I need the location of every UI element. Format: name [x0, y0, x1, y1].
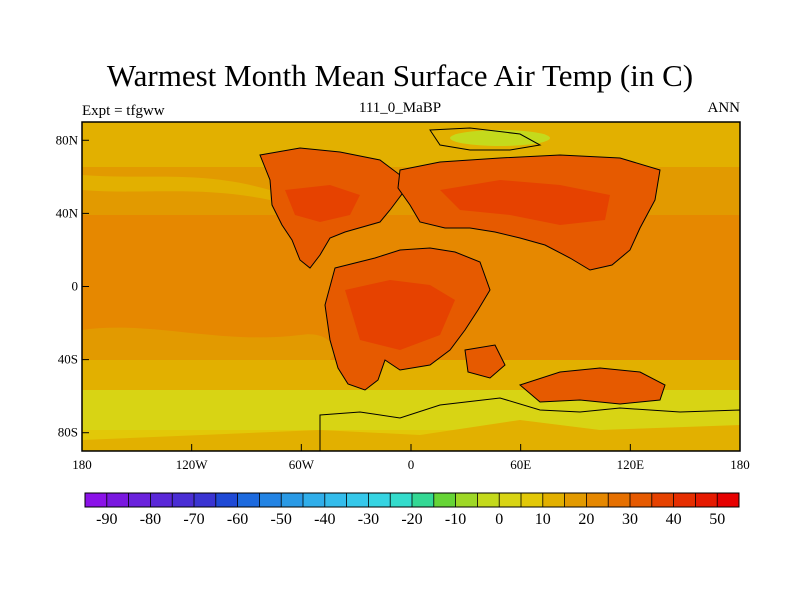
colorbar-label: 30	[622, 511, 638, 528]
colorbar-swatch	[477, 493, 500, 507]
band-north-subpolar	[82, 122, 740, 167]
colorbar-swatch	[128, 493, 151, 507]
colorbar-swatch	[521, 493, 544, 507]
colorbar-swatch	[85, 493, 108, 507]
colorbar-swatch	[150, 493, 173, 507]
lat-tick-label: 40S	[58, 352, 78, 367]
lon-tick-label: 0	[408, 457, 415, 472]
colorbar-swatch	[412, 493, 435, 507]
landmass-arctic-north	[429, 127, 542, 151]
colorbar-swatch	[673, 493, 696, 507]
colorbar-label: 10	[535, 511, 551, 528]
colorbar-label: -40	[314, 511, 335, 528]
colorbar-swatch	[564, 493, 587, 507]
lat-tick-label: 80N	[56, 132, 79, 147]
colorbar-swatch	[324, 493, 347, 507]
lon-tick-label: 120E	[617, 457, 645, 472]
colorbar-swatch	[194, 493, 217, 507]
ocean-region-south-yellow	[82, 395, 330, 430]
colorbar-label: -10	[445, 511, 466, 528]
colorbar-swatch	[237, 493, 260, 507]
colorbar-label: 20	[578, 511, 594, 528]
colorbar-swatch	[259, 493, 282, 507]
experiment-label: Expt = tfgww	[82, 103, 165, 119]
ocean-region-pacific-south	[82, 327, 334, 360]
lat-tick-label: 80S	[58, 425, 78, 440]
colorbar-label: 50	[709, 511, 725, 528]
landmass-southern-east	[518, 367, 666, 405]
colorbar: -90 -80 -70 -60 -50 -40 -30 -20 -10 0 10 20 30 40 50	[84, 492, 740, 528]
hotspot-eurasia	[440, 180, 610, 225]
colorbar-swatch	[172, 493, 195, 507]
antarctic-coast	[82, 420, 740, 451]
colorbar-swatch	[106, 493, 129, 507]
colorbar-swatch	[630, 493, 653, 507]
colorbar-label: 40	[666, 511, 682, 528]
map-plot-area	[82, 122, 740, 451]
lon-tick-label: 120W	[176, 457, 209, 472]
colorbar-swatch	[455, 493, 478, 507]
ocean-region-north-pale	[82, 175, 270, 200]
colorbar-label: -30	[358, 511, 379, 528]
hotspot-north-america	[285, 185, 360, 222]
axis-ticks: 80N 40N 0 40S 80S 180 120W 60W 0 60E 120E 180	[56, 132, 750, 472]
colorbar-swatch	[695, 493, 718, 507]
lat-tick-label: 40N	[56, 205, 79, 220]
colorbar-swatch	[390, 493, 413, 507]
colorbar-label: -70	[183, 511, 204, 528]
lat-tick-label: 0	[72, 279, 79, 294]
colorbar-swatch	[433, 493, 456, 507]
colorbar-swatch	[281, 493, 304, 507]
lon-tick-label: 60W	[289, 457, 315, 472]
colorbar-label: -60	[227, 511, 248, 528]
colorbar-label: -90	[96, 511, 117, 528]
colorbar-swatch	[717, 493, 740, 507]
lon-tick-label: 180	[72, 457, 92, 472]
colorbar-swatch	[499, 493, 522, 507]
colorbar-label: 0	[495, 511, 503, 528]
colorbar-swatch	[608, 493, 631, 507]
landmass-southern-island	[464, 344, 506, 379]
time-label: 111_0_MaBP	[358, 100, 442, 116]
lon-tick-label: 180	[730, 457, 750, 472]
colorbar-label: -80	[140, 511, 161, 528]
colorbar-swatch	[368, 493, 391, 507]
lon-tick-label: 60E	[510, 457, 531, 472]
arctic-cool-patch	[450, 130, 550, 146]
colorbar-label: -20	[401, 511, 422, 528]
season-label: ANN	[707, 100, 741, 116]
colorbar-swatch	[346, 493, 369, 507]
colorbar-swatch	[651, 493, 674, 507]
landmass-antarctica	[319, 397, 740, 451]
colorbar-label: -50	[271, 511, 292, 528]
chart-title: Warmest Month Mean Surface Air Temp (in …	[106, 58, 694, 93]
colorbar-swatch	[303, 493, 326, 507]
colorbar-swatch	[586, 493, 609, 507]
colorbar-swatch	[542, 493, 565, 507]
hotspot-equatorial	[345, 280, 455, 350]
colorbar-swatch	[215, 493, 238, 507]
